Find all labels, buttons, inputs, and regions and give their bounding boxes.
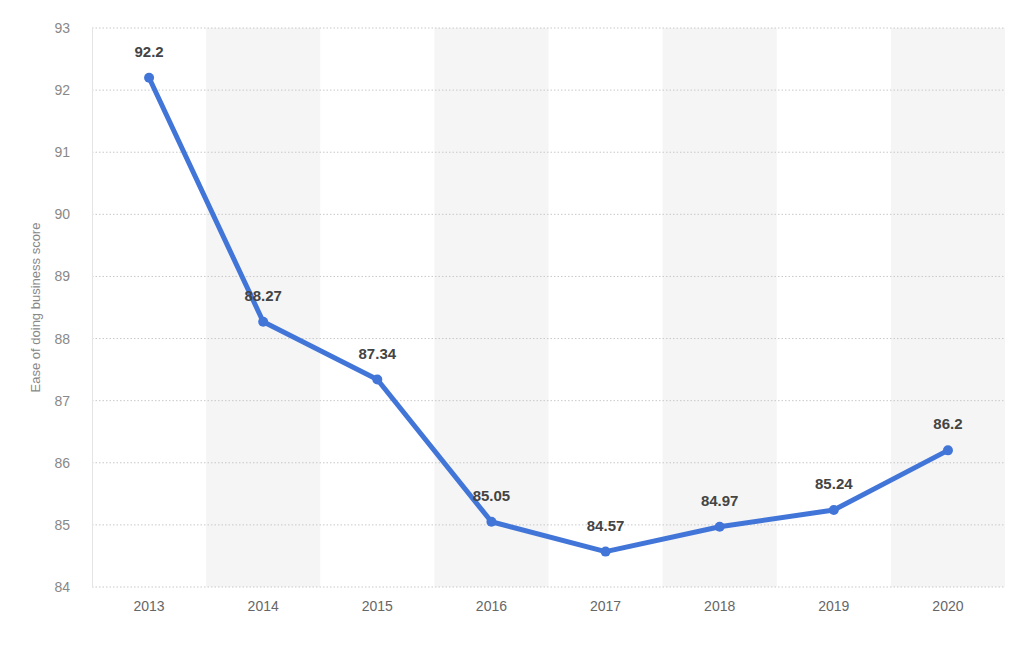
y-tick: 84	[54, 579, 92, 595]
y-tick: 93	[54, 20, 92, 36]
x-tick-label: 2017	[590, 598, 621, 614]
series-group	[144, 73, 953, 557]
y-tick-label: 89	[54, 268, 70, 284]
y-tick-label: 85	[54, 517, 70, 533]
x-tick: 2018	[704, 587, 735, 614]
y-axis-title: Ease of doing business score	[28, 223, 43, 393]
grid-line	[92, 587, 1005, 588]
column-band	[663, 28, 777, 587]
y-tick: 85	[54, 517, 92, 533]
column-band	[434, 28, 548, 587]
y-tick-label: 90	[54, 206, 70, 222]
grid-line	[92, 214, 1005, 215]
chart-svg: 84 85 86 87 88 89 90 91 92 93 2013 2014 2015 2016 2017…	[0, 0, 1024, 645]
data-label: 84.57	[587, 517, 625, 534]
y-tick: 87	[54, 393, 92, 409]
data-point	[372, 375, 382, 385]
y-tick-label: 88	[54, 331, 70, 347]
grid-line	[92, 524, 1005, 525]
data-label: 87.34	[359, 345, 397, 362]
series-line	[149, 78, 948, 552]
grid-line	[92, 462, 1005, 463]
data-label: 88.27	[244, 287, 282, 304]
y-tick-label: 84	[54, 579, 70, 595]
data-point	[258, 317, 268, 327]
x-tick-label: 2013	[133, 598, 164, 614]
y-tick: 86	[54, 455, 92, 471]
data-label: 85.05	[473, 487, 511, 504]
data-point	[601, 547, 611, 557]
y-tick: 90	[54, 206, 92, 222]
x-tick: 2014	[248, 587, 279, 614]
y-tick-label: 91	[54, 144, 70, 160]
data-label: 84.97	[701, 492, 739, 509]
x-tick: 2017	[590, 587, 621, 614]
data-label: 85.24	[815, 475, 853, 492]
column-band	[206, 28, 320, 587]
x-tick-label: 2015	[362, 598, 393, 614]
x-axis-line	[93, 587, 1006, 588]
x-tick-label: 2020	[932, 598, 963, 614]
data-label: 86.2	[933, 415, 962, 432]
grid-line	[92, 276, 1005, 277]
data-point	[943, 445, 953, 455]
x-tick: 2015	[362, 587, 393, 614]
x-axis: 2013 2014 2015 2016 2017 2018 2019 2020	[93, 587, 1006, 614]
x-tick: 2013	[133, 587, 164, 614]
y-tick: 88	[54, 331, 92, 347]
data-point	[144, 73, 154, 83]
x-tick: 2016	[476, 587, 507, 614]
y-tick-label: 92	[54, 82, 70, 98]
grid	[92, 28, 1005, 587]
y-axis: 84 85 86 87 88 89 90 91 92 93	[54, 20, 92, 595]
data-point	[715, 522, 725, 532]
bands	[206, 28, 1005, 587]
y-tick: 92	[54, 82, 92, 98]
x-tick: 2019	[818, 587, 849, 614]
x-tick: 2020	[932, 587, 963, 614]
data-labels: 92.2 88.27 87.34 85.05 84.57 84.97 85.24 86.2	[134, 43, 962, 534]
data-point	[829, 505, 839, 515]
grid-line	[92, 152, 1005, 153]
x-tick-label: 2019	[818, 598, 849, 614]
plot-area: 84 85 86 87 88 89 90 91 92 93 2013 2014 2015 2016 2017…	[54, 20, 1005, 614]
x-tick-label: 2016	[476, 598, 507, 614]
y-axis-line	[92, 29, 93, 588]
grid-line	[92, 90, 1005, 91]
column-band	[891, 28, 1005, 587]
grid-line	[92, 28, 1005, 29]
data-label: 92.2	[134, 43, 163, 60]
chart-container: 84 85 86 87 88 89 90 91 92 93 2013 2014 2015 2016 2017…	[0, 0, 1024, 645]
y-tick-label: 86	[54, 455, 70, 471]
y-tick-label: 93	[54, 20, 70, 36]
y-tick: 91	[54, 144, 92, 160]
x-tick-label: 2014	[248, 598, 279, 614]
y-tick: 89	[54, 268, 92, 284]
grid-line	[92, 338, 1005, 339]
x-tick-label: 2018	[704, 598, 735, 614]
y-tick-label: 87	[54, 393, 70, 409]
data-point	[486, 517, 496, 527]
grid-line	[92, 400, 1005, 401]
